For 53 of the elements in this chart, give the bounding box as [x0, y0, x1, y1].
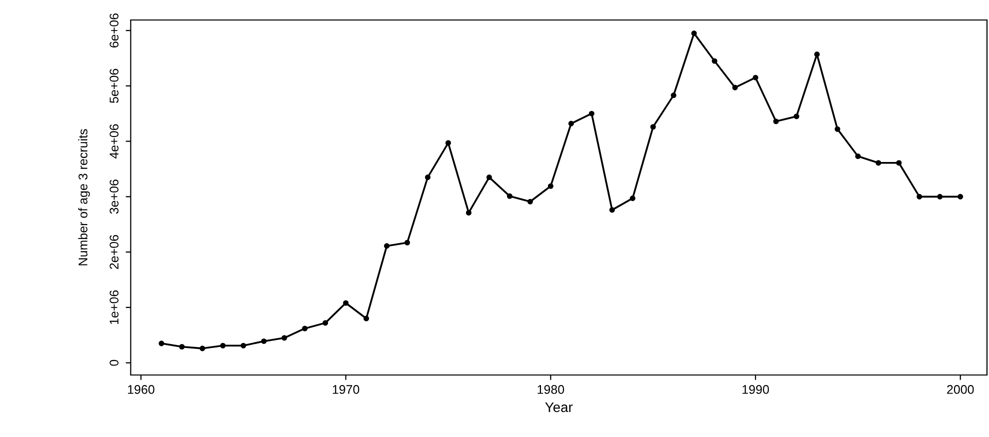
point	[794, 114, 800, 120]
point	[158, 340, 164, 346]
point	[364, 316, 370, 322]
point	[691, 30, 697, 36]
y-tick-label: 0	[110, 360, 119, 366]
point	[568, 120, 574, 126]
point	[548, 183, 554, 189]
x-tick-label: 1990	[742, 385, 769, 394]
point	[630, 196, 636, 202]
point	[752, 74, 758, 80]
point	[588, 110, 594, 116]
point	[609, 207, 615, 213]
point	[506, 193, 512, 199]
y-tick-label: 1e+06	[110, 290, 119, 324]
y-tick-label: 6e+06	[110, 14, 119, 48]
point	[220, 342, 226, 348]
y-axis-title: Number of age 3 recruits	[78, 129, 90, 266]
point	[179, 344, 185, 350]
point	[486, 174, 492, 180]
point	[650, 124, 656, 130]
point	[773, 118, 779, 124]
x-tick-label: 1960	[128, 385, 154, 394]
x-tick-label: 1980	[538, 385, 564, 394]
point	[916, 194, 922, 200]
point	[937, 194, 943, 200]
point	[302, 326, 308, 332]
point	[200, 346, 206, 352]
y-tick-label: 3e+06	[110, 180, 119, 214]
x-tick-label: 1970	[332, 385, 360, 394]
point	[712, 58, 718, 64]
y-tick-label: 2e+06	[110, 235, 119, 269]
point	[958, 194, 964, 200]
point	[343, 300, 349, 306]
point	[855, 153, 861, 160]
point	[282, 335, 288, 341]
x-tick-label: 2000	[947, 385, 974, 394]
point	[466, 210, 472, 216]
point	[876, 160, 882, 166]
point	[261, 338, 267, 344]
y-tick-label: 5e+06	[110, 68, 119, 103]
x-axis-title: Year	[545, 402, 573, 412]
point	[834, 126, 840, 132]
point	[384, 243, 390, 249]
point	[322, 320, 328, 326]
y-tick-label: 4e+06	[110, 124, 119, 159]
point	[424, 174, 431, 180]
point	[240, 342, 246, 348]
point	[670, 92, 676, 98]
point	[527, 198, 533, 204]
point	[404, 240, 410, 246]
point	[896, 160, 902, 166]
point	[445, 140, 452, 146]
point	[732, 84, 738, 90]
